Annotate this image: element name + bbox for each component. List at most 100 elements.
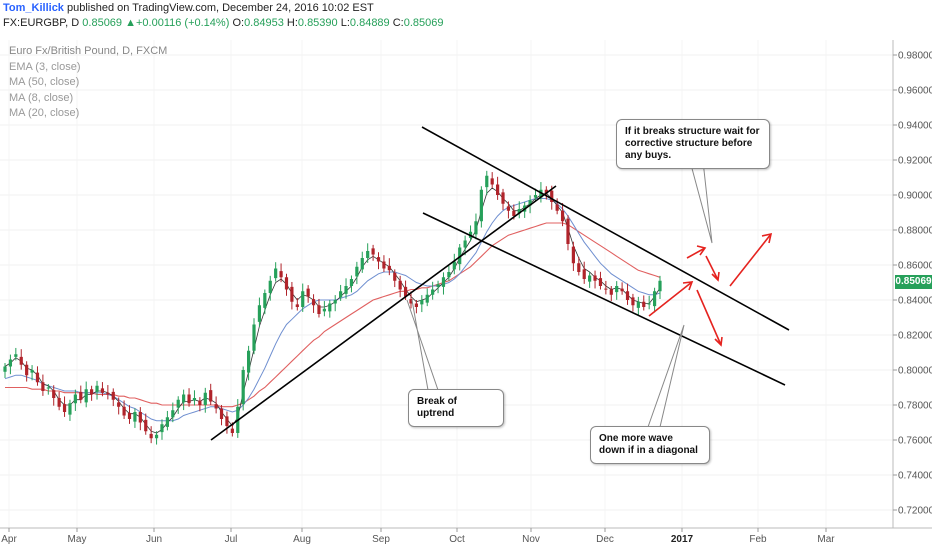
candle-body [246,350,251,373]
candle-body [463,240,467,248]
arrow-down-1 [705,255,719,281]
arrow-up-3-head [761,232,773,244]
candle-body [652,291,657,307]
candle-body [214,404,218,409]
high-value: 0.85390 [297,17,338,29]
candle-body [560,210,565,222]
candle-body [311,299,316,306]
last-price: 0.85069 [82,17,123,29]
arrow-up-3 [729,233,772,287]
candle-body [241,370,245,405]
candle-body [306,288,310,297]
candle-body [355,266,359,277]
candle-body [317,305,321,314]
candle-body [382,261,386,269]
callout-wave-text: One more wave down if in a diagonal [599,433,698,456]
candle-body [160,424,164,433]
y-tick-label: 0.82000 [898,331,932,342]
candle-body [187,394,191,404]
upper-channel-line [421,126,790,331]
candle-body [571,246,575,264]
x-tick-label: Apr [1,534,17,545]
y-tick-label: 0.72000 [898,506,932,517]
ohlc-line: FX:EURGBP, D 0.85069 ▲+0.00116 (+0.14%) … [3,17,444,29]
y-tick-label: 0.98000 [898,51,932,62]
candle-body [117,402,121,407]
callout-uptrend-text: Break of uptrend [417,396,458,419]
candle-body [360,258,364,270]
candle-body [25,364,29,376]
candle-body [642,301,646,307]
candle-body [647,303,651,305]
callout-structure[interactable]: If it breaks structure wait for correcti… [616,119,770,169]
wave-pointer [647,324,685,428]
y-tick-label: 0.86000 [898,261,932,272]
candle-body [154,434,159,439]
legend-title[interactable]: Euro Fx/British Pound, D, FXCM [9,45,168,57]
candle-body [68,403,72,415]
y-tick-label: 0.80000 [898,366,932,377]
candle-body [593,275,597,281]
legend-indicator-ma20[interactable]: MA (20, close) [9,107,80,119]
publish-text: published on TradingView.com, December 2… [67,2,374,14]
candle-body [588,275,592,282]
publish-header: Tom_Killick published on TradingView.com… [3,2,374,14]
candle-body [73,394,77,404]
candle-body [279,271,283,278]
candle-body [625,291,630,300]
candle-body [57,398,61,407]
candle-body [393,272,397,281]
candle-body [496,184,500,195]
legend-indicator-ma50[interactable]: MA (50, close) [9,76,80,88]
arrow-up-1-head [682,281,694,291]
candle-body [333,300,337,304]
candle-body [609,289,613,295]
legend-indicator-ma8[interactable]: MA (8, close) [9,91,74,104]
change-arrow-icon: ▲ [125,17,136,29]
candle-body [41,382,45,391]
candle-body [230,428,234,433]
arrow-down-1-head [711,271,720,282]
candle-body [290,286,294,302]
x-tick-label: Sep [372,534,390,545]
candle-body [431,289,435,295]
y-axis-ticks: 0.98000 0.96000 0.94000 0.92000 0.90000 0.880… [893,51,932,517]
candle-body [636,301,640,308]
candle-body [8,359,13,367]
candle-body [95,385,99,392]
candle-body [366,251,370,258]
callout-wave[interactable]: One more wave down if in a diagonal [590,426,710,464]
candle-body [252,324,256,351]
candle-body [398,280,402,290]
y-tick-label: 0.96000 [898,86,932,97]
uptrend-pointer [406,299,439,391]
x-tick-label: Aug [293,534,311,545]
candle-body [192,398,197,401]
callout-uptrend[interactable]: Break of uptrend [408,389,504,427]
candle-body [485,175,489,188]
arrow-down-2-head [714,336,723,347]
candle-body [474,221,478,235]
candle-body [436,284,440,287]
candle-body [301,291,305,307]
high-label: H: [286,17,298,29]
lower-channel-line [422,212,786,386]
candles [3,170,662,445]
x-tick-label: Jul [225,534,238,545]
y-tick-label: 0.78000 [898,401,932,412]
x-tick-label: Oct [449,534,465,545]
moving-averages [4,187,661,434]
candle-body [263,293,267,308]
author-name[interactable]: Tom_Killick [3,2,64,14]
candle-body [111,391,115,400]
candle-body [458,247,462,265]
legend-indicator-ema3[interactable]: EMA (3, close) [9,60,81,73]
candle-body [615,286,619,293]
candle-body [403,286,408,297]
candle-body [182,394,186,403]
candle-body [339,291,343,298]
candle-body [425,294,429,303]
x-axis-ticks: Apr May Jun Jul Aug Sep Oct Nov Dec 2017 Feb Mar [1,528,835,545]
uptrend-line [210,185,557,441]
candle-body [658,280,662,292]
